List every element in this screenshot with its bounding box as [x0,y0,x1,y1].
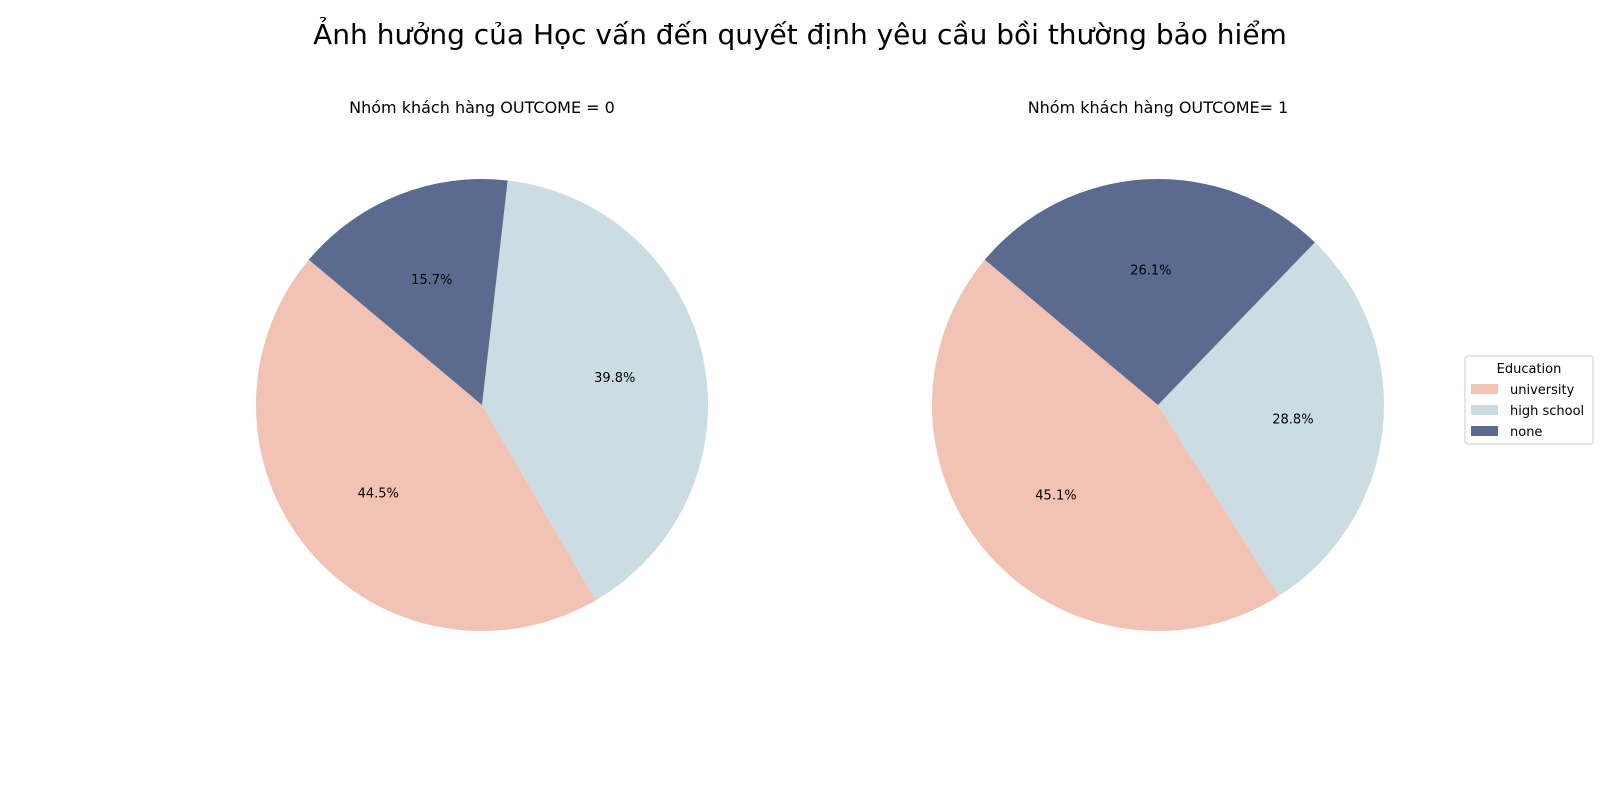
pie-slices-outcome-0 [255,178,709,632]
pie-title-outcome-1: Nhóm khách hàng OUTCOME= 1 [1028,98,1289,117]
pie-chart-outcome-0: Nhóm khách hàng OUTCOME = 0 44.5% 39.8% 15… [255,98,709,632]
pie-label-high-school: 39.8% [594,371,635,386]
legend-label-university: university [1510,383,1575,398]
legend-title: Education [1497,362,1562,377]
pie-slice-high-school [1158,242,1384,596]
legend-swatch-university [1471,384,1498,394]
legend-label-high-school: high school [1510,404,1584,419]
pie-chart-outcome-1: Nhóm khách hàng OUTCOME= 1 45.1% 28.8% 26.… [932,98,1384,631]
pie-slice-none [984,178,1315,405]
pie-labels-outcome-1: 45.1% 28.8% 26.1% [1035,264,1313,504]
pie-label-university: 44.5% [358,486,399,501]
pie-label-university: 45.1% [1035,488,1076,503]
pie-label-high-school: 28.8% [1272,413,1313,428]
pie-slice-university [255,259,596,632]
pie-label-none: 26.1% [1130,264,1171,279]
pie-slice-university [932,259,1279,631]
pie-label-none: 15.7% [411,273,452,288]
pie-labels-outcome-0: 44.5% 39.8% 15.7% [358,273,636,501]
chart-title: Ảnh hưởng của Học vấn đến quyết định yêu… [313,16,1287,51]
legend: Education university high school none [1464,355,1594,445]
legend-label-none: none [1510,425,1542,440]
pie-slice-none [308,178,508,405]
pie-slice-high-school [482,180,709,601]
pie-slices-outcome-1 [932,178,1384,631]
legend-swatch-high-school [1471,405,1498,415]
pie-title-outcome-0: Nhóm khách hàng OUTCOME = 0 [349,98,615,117]
legend-frame [1464,355,1594,445]
legend-swatch-none [1471,426,1498,436]
